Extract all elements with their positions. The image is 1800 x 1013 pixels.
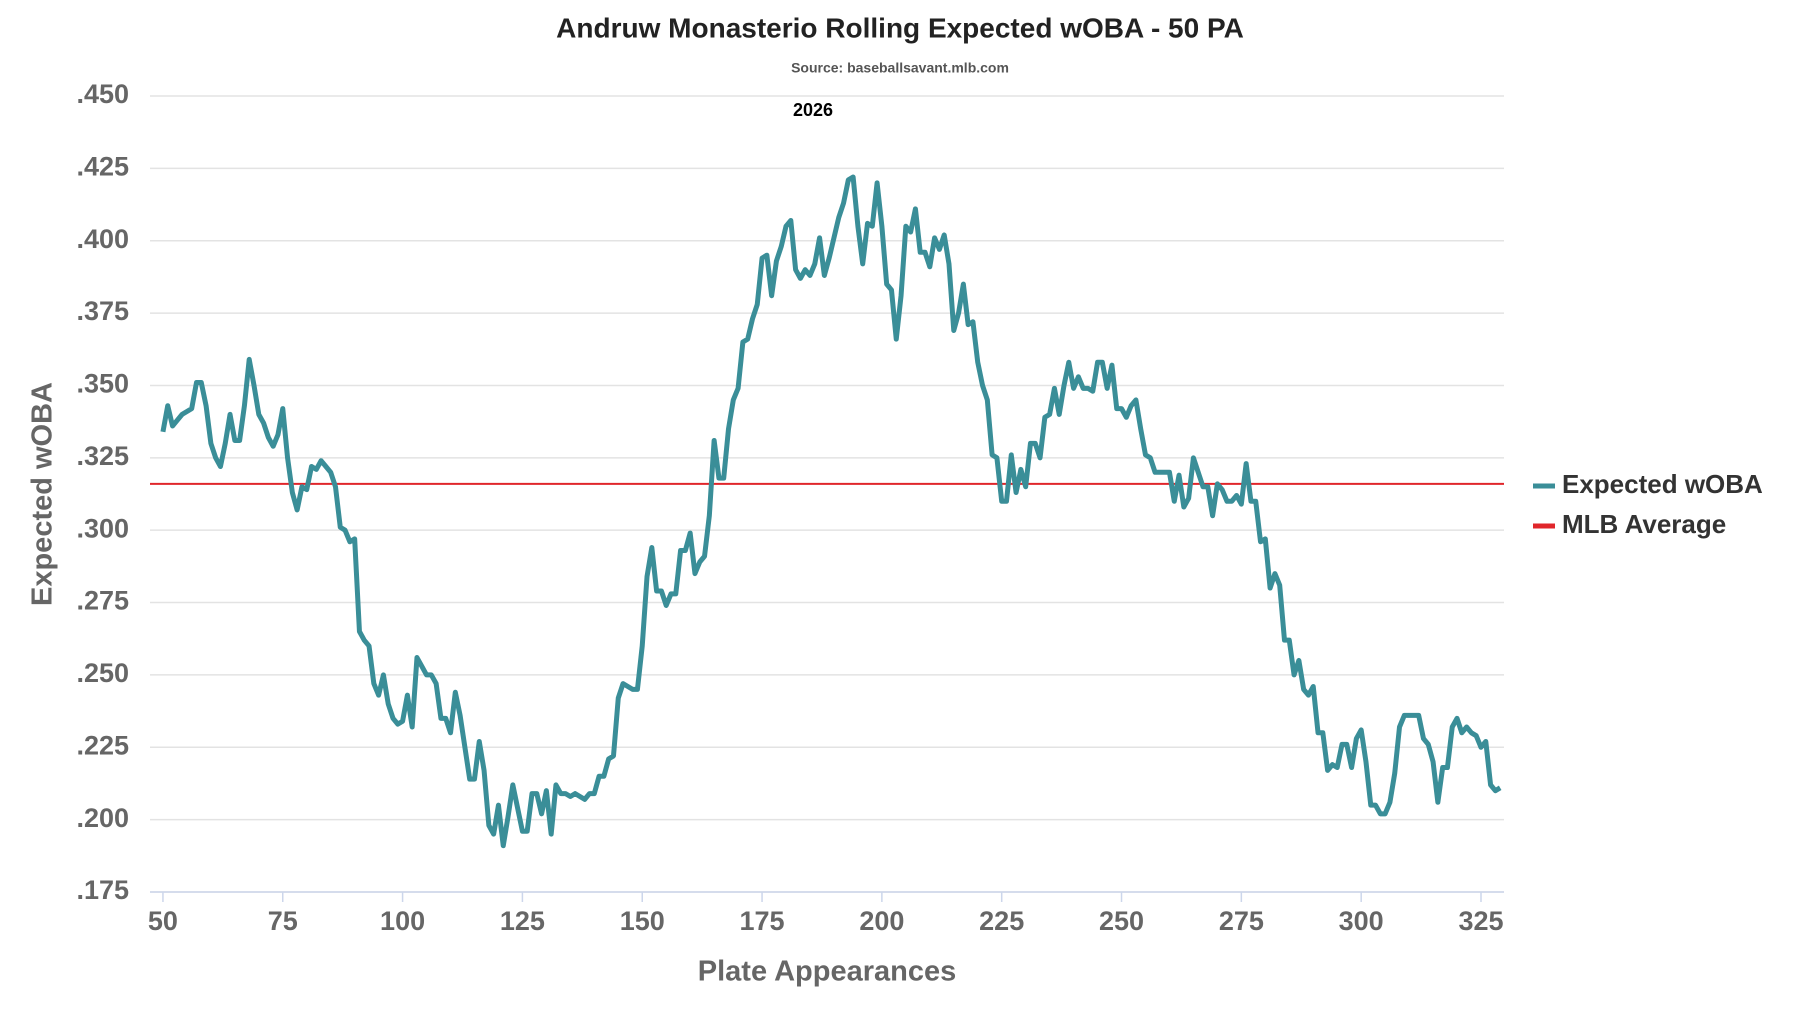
x-tick-label: 50: [148, 906, 178, 936]
y-tick-label: .350: [76, 369, 129, 399]
y-tick-label: .450: [76, 79, 129, 109]
annotation: 2026: [793, 100, 833, 120]
y-tick-label: .175: [76, 875, 129, 905]
x-tick-label: 200: [859, 906, 904, 936]
y-tick-label: .275: [76, 586, 129, 616]
y-axis-title: Expected wOBA: [27, 382, 59, 606]
y-tick-label: .225: [76, 730, 129, 760]
x-tick-label: 325: [1458, 906, 1503, 936]
y-tick-label: .325: [76, 441, 129, 471]
x-tick-label: 275: [1219, 906, 1264, 936]
x-tick-label: 100: [380, 906, 425, 936]
x-tick-label: 150: [620, 906, 665, 936]
x-axis-title: Plate Appearances: [698, 956, 956, 988]
y-tick-label: .375: [76, 296, 129, 326]
chart-subtitle: Source: baseballsavant.mlb.com: [791, 60, 1009, 76]
legend-label: MLB Average: [1562, 509, 1726, 539]
y-tick-label: .425: [76, 151, 129, 181]
legend-label: Expected wOBA: [1562, 469, 1763, 499]
y-tick-label: .200: [76, 803, 129, 833]
data-line: [160, 174, 1502, 849]
x-tick-label: 175: [740, 906, 785, 936]
x-tick-label: 225: [979, 906, 1024, 936]
y-tick-label: .250: [76, 658, 129, 688]
x-tick-label: 125: [500, 906, 545, 936]
y-tick-label: .400: [76, 224, 129, 254]
x-tick-label: 250: [1099, 906, 1144, 936]
x-tick-label: 300: [1339, 906, 1384, 936]
chart-title: Andruw Monasterio Rolling Expected wOBA …: [556, 12, 1244, 43]
x-tick-label: 75: [268, 906, 298, 936]
y-tick-label: .300: [76, 513, 129, 543]
